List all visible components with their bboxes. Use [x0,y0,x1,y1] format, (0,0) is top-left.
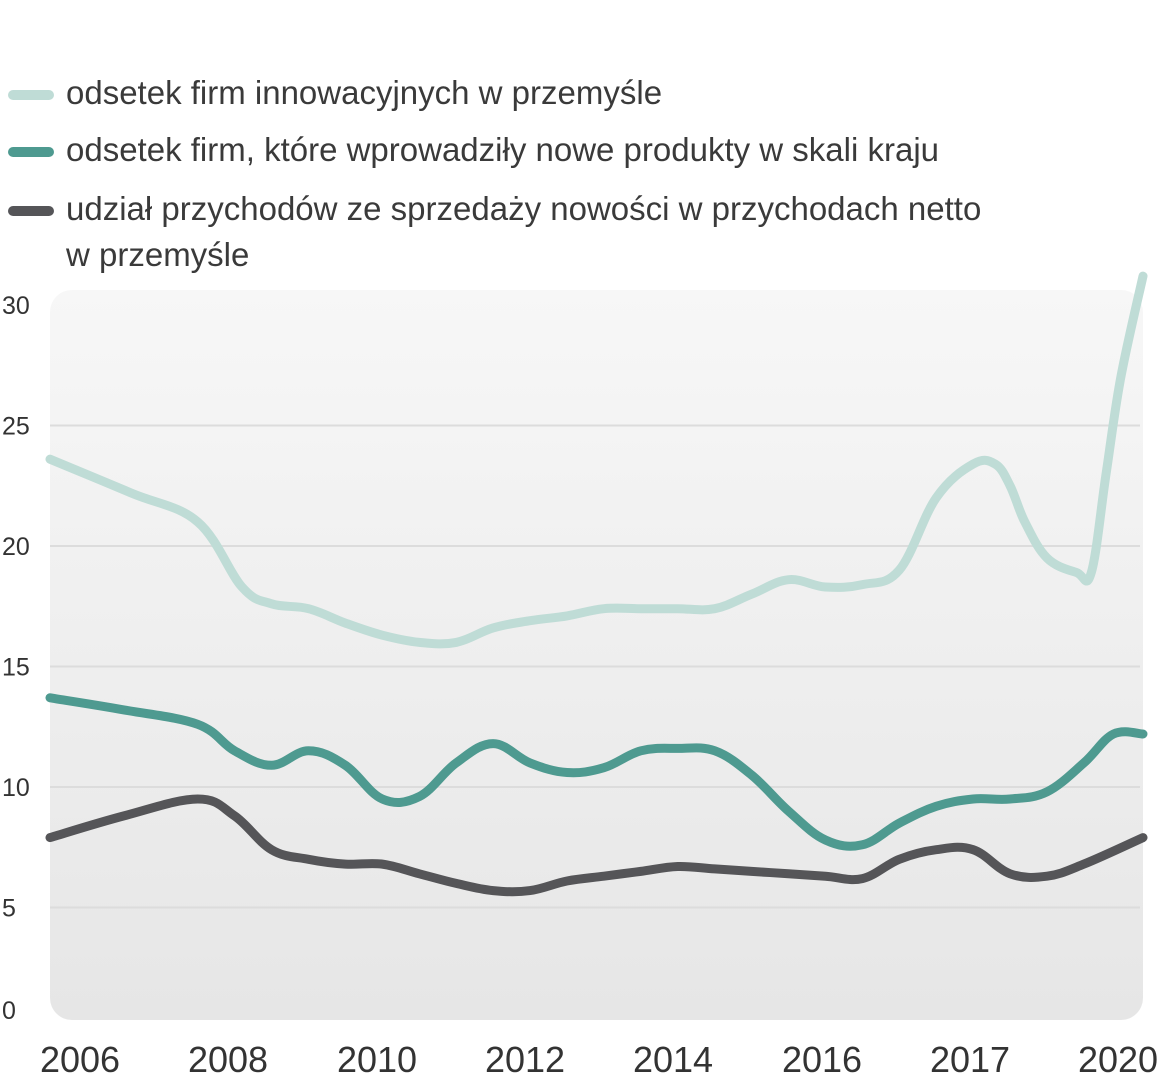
y-tick-label: 0 [2,997,16,1025]
x-tick-label: 2016 [782,1039,862,1080]
x-tick-label: 2010 [337,1039,417,1080]
x-tick-label: 2012 [485,1039,565,1080]
legend-item-new-products: odsetek firm, które wprowadziły nowe pro… [0,127,939,173]
y-tick-label: 25 [2,413,30,441]
y-tick-label: 10 [2,774,30,802]
gridlines [50,424,1140,909]
legend-swatch-revenue-share [8,206,54,216]
series-line-0 [45,271,1148,649]
legend-item-revenue-share: udział przychodów ze sprzedaży nowości w… [0,186,986,278]
x-tick-label: 2006 [40,1039,120,1080]
y-tick-label: 5 [2,895,16,923]
legend-label-innovative-firms: odsetek firm innowacyjnych w przemyśle [66,74,663,111]
series-line-1 [45,693,1148,851]
x-tick-label: 2014 [633,1039,713,1080]
y-axis-ticks: 0 5 10 15 20 25 30 [2,292,30,1025]
x-tick-label: 2020 [1078,1039,1158,1080]
y-tick-label: 20 [2,533,30,561]
plot-area [50,290,1143,1020]
series-line-2 [45,794,1148,897]
x-tick-label: 2008 [188,1039,268,1080]
legend-item-innovative-firms: odsetek firm innowacyjnych w przemyśle [0,70,662,116]
legend-swatch-innovative-firms [8,90,54,100]
legend-swatch-new-products [8,147,54,157]
legend-label-revenue-share: udział przychodów ze sprzedaży nowości w… [66,190,982,273]
legend-label-new-products: odsetek firm, które wprowadziły nowe pro… [66,131,940,168]
y-tick-label: 15 [2,654,30,682]
y-tick-label: 30 [2,292,30,320]
x-axis-ticks: 2006 2008 2010 2012 2014 2016 2017 2020 [40,1039,1158,1080]
series-lines [45,271,1148,897]
x-tick-label: 2017 [930,1039,1010,1080]
